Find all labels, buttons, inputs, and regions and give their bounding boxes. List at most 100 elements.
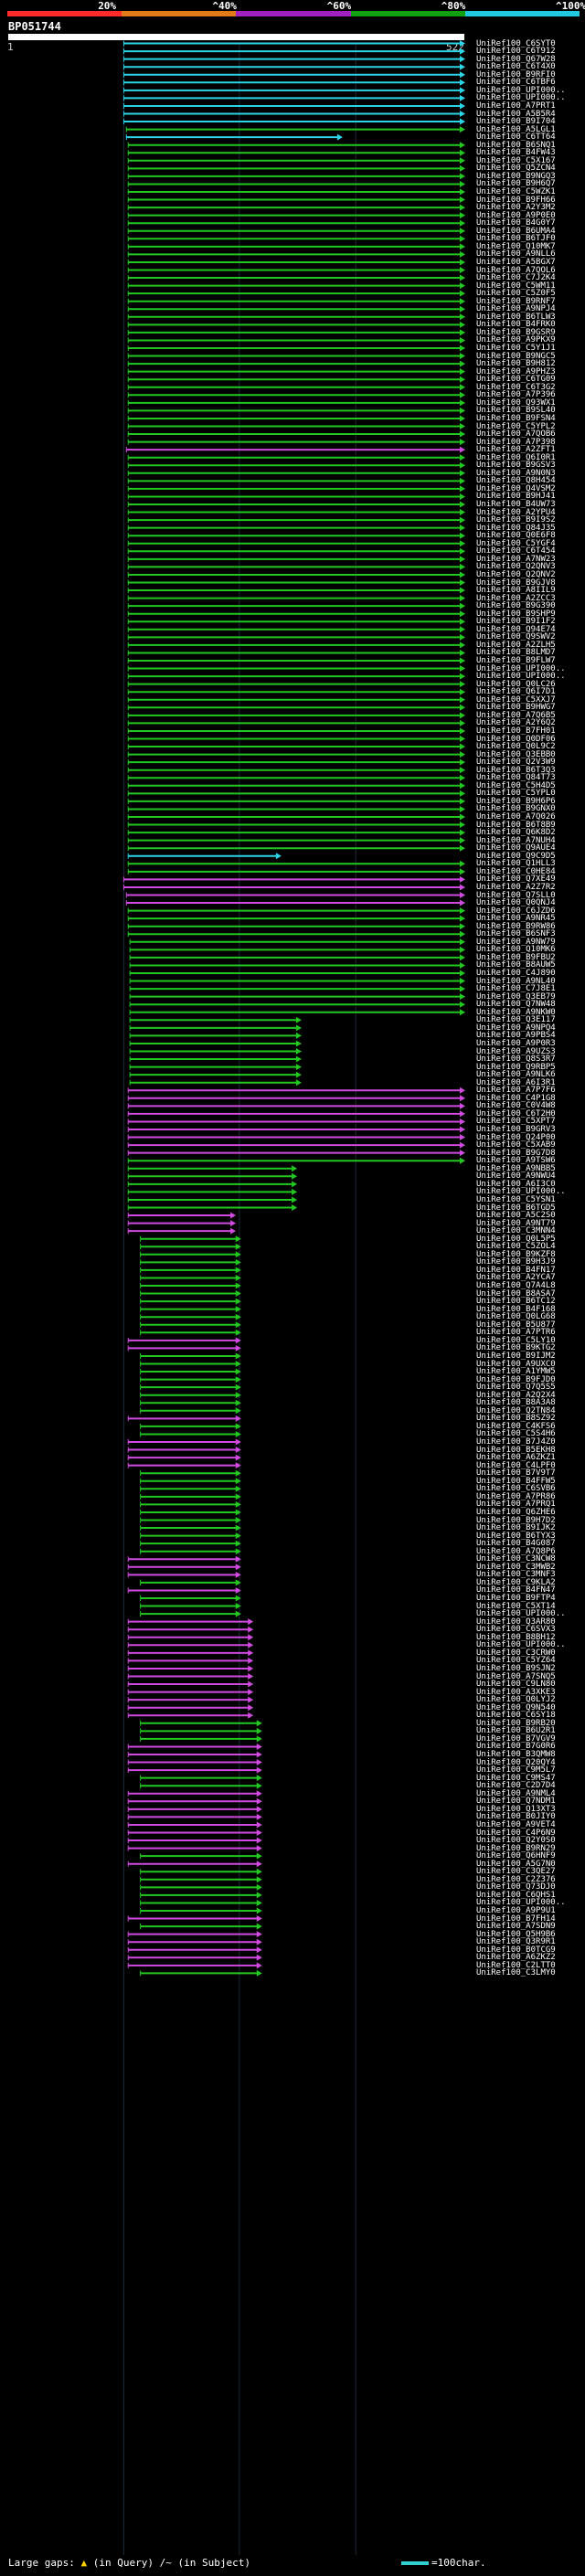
hit-label[interactable]: UniRef100_C3QE27 — [476, 1867, 556, 1877]
hit-label[interactable]: UniRef100_B8A3A8 — [476, 1398, 556, 1408]
hit-alignment[interactable] — [127, 736, 465, 742]
hit-label[interactable]: UniRef100_Q10MK7 — [476, 241, 556, 251]
hit-alignment[interactable] — [122, 79, 465, 86]
hit-alignment[interactable] — [127, 399, 465, 407]
hit-label[interactable]: UniRef100_A2Y3M2 — [476, 203, 556, 213]
hit-alignment[interactable] — [127, 384, 465, 391]
hit-alignment[interactable] — [127, 595, 465, 602]
hit-label[interactable]: UniRef100_B4FN17 — [476, 1265, 556, 1275]
hit-alignment[interactable] — [140, 1235, 241, 1243]
hit-alignment[interactable] — [127, 822, 465, 829]
hit-label[interactable]: UniRef100_A9NPJ4 — [476, 304, 556, 314]
hit-alignment[interactable] — [127, 1813, 262, 1820]
hit-label[interactable]: UniRef100_A2Y6Q2 — [476, 718, 556, 728]
hit-label[interactable]: UniRef100_B6SNQ1 — [476, 140, 556, 150]
hit-label[interactable]: UniRef100_Q7XE49 — [476, 875, 556, 885]
hit-label[interactable]: UniRef100_A9NW79 — [476, 937, 556, 947]
hit-label[interactable]: UniRef100_B7VGV9 — [476, 1733, 556, 1744]
hit-alignment[interactable] — [125, 899, 465, 906]
hit-label[interactable]: UniRef100_Q93WX1 — [476, 398, 556, 408]
hit-label[interactable]: UniRef100_A7QOL6 — [476, 265, 556, 275]
hit-alignment[interactable] — [129, 1048, 302, 1055]
hit-label[interactable]: UniRef100_Q6K8D2 — [476, 828, 556, 838]
hit-label[interactable]: UniRef100_A8IIL9 — [476, 586, 556, 596]
hit-alignment[interactable] — [127, 142, 465, 149]
hit-label[interactable]: UniRef100_C6SVX3 — [476, 1625, 556, 1635]
hit-alignment[interactable] — [127, 712, 465, 719]
hit-alignment[interactable] — [127, 923, 465, 930]
hit-alignment[interactable] — [127, 1657, 254, 1664]
hit-label[interactable]: UniRef100_Q24P00 — [476, 1132, 556, 1142]
hit-label[interactable]: UniRef100_B6T8B9 — [476, 820, 556, 830]
hit-label[interactable]: UniRef100_B9RNF7 — [476, 296, 556, 306]
hit-alignment[interactable] — [140, 1500, 241, 1508]
hit-alignment[interactable] — [140, 1368, 241, 1375]
hit-label[interactable]: UniRef100_B8ASA7 — [476, 1288, 556, 1299]
hit-label[interactable]: UniRef100_A9NLL6 — [476, 249, 556, 260]
hit-alignment[interactable] — [127, 149, 465, 156]
hit-label[interactable]: UniRef100_B9KZF8 — [476, 1249, 556, 1259]
hit-label[interactable]: UniRef100_A7PRQ1 — [476, 1500, 556, 1510]
hit-label[interactable]: UniRef100_B6UMA4 — [476, 226, 556, 236]
hit-alignment[interactable] — [127, 649, 465, 656]
hit-alignment[interactable] — [140, 1524, 241, 1532]
hit-label[interactable]: UniRef100_Q84T73 — [476, 773, 556, 783]
hit-alignment[interactable] — [140, 1313, 241, 1320]
hit-label[interactable]: UniRef100_Q2QNV3 — [476, 562, 556, 572]
hit-label[interactable]: UniRef100_C4LPF0 — [476, 1460, 556, 1470]
hit-label[interactable]: UniRef100_B7G0R6 — [476, 1742, 556, 1752]
hit-label[interactable]: UniRef100_Q0E6F8 — [476, 531, 556, 541]
hit-label[interactable]: UniRef100_B5U877 — [476, 1320, 556, 1330]
hit-alignment[interactable] — [127, 1634, 254, 1641]
hit-alignment[interactable] — [127, 1938, 262, 1945]
hit-label[interactable]: UniRef100_A2YPU4 — [476, 507, 556, 517]
hit-label[interactable]: UniRef100_B9G7D8 — [476, 1148, 556, 1158]
hit-alignment[interactable] — [140, 1876, 262, 1883]
hit-label[interactable]: UniRef100_A9PBS4 — [476, 1031, 556, 1041]
hit-alignment[interactable] — [127, 415, 465, 422]
hit-alignment[interactable] — [127, 813, 465, 821]
hit-label[interactable]: UniRef100_B9H3J9 — [476, 1257, 556, 1267]
hit-alignment[interactable] — [127, 633, 465, 641]
hit-label[interactable]: UniRef100_A7NW23 — [476, 554, 556, 564]
hit-label[interactable]: UniRef100_C6SVB6 — [476, 1484, 556, 1494]
hit-label[interactable]: UniRef100_B6TLW3 — [476, 312, 556, 322]
hit-label[interactable]: UniRef100_B9H7D2 — [476, 1515, 556, 1525]
hit-alignment[interactable] — [140, 1782, 262, 1789]
hit-alignment[interactable] — [127, 853, 282, 860]
hit-alignment[interactable] — [129, 1032, 302, 1039]
hit-label[interactable]: UniRef100_C5YPL0 — [476, 789, 556, 799]
hit-label[interactable]: UniRef100_B6U2R1 — [476, 1726, 556, 1736]
hit-alignment[interactable] — [129, 938, 465, 946]
hit-label[interactable]: UniRef100_C3NCW8 — [476, 1554, 556, 1564]
hit-alignment[interactable] — [127, 345, 465, 352]
hit-alignment[interactable] — [127, 274, 465, 281]
hit-label[interactable]: UniRef100_B9SJN2 — [476, 1663, 556, 1673]
hit-label[interactable]: UniRef100_A7PRT1 — [476, 101, 556, 111]
hit-alignment[interactable] — [127, 571, 465, 578]
hit-alignment[interactable] — [129, 978, 465, 985]
hit-label[interactable]: UniRef100_B9I9S2 — [476, 515, 556, 525]
hit-label[interactable]: UniRef100_A7Q026 — [476, 812, 556, 822]
hit-alignment[interactable] — [127, 1860, 262, 1868]
hit-label[interactable]: UniRef100_C6JZD6 — [476, 906, 556, 916]
hit-alignment[interactable] — [127, 407, 465, 414]
hit-label[interactable]: UniRef100_B4G0Y7 — [476, 218, 556, 228]
hit-alignment[interactable] — [127, 1962, 262, 1969]
hit-alignment[interactable] — [127, 243, 465, 250]
hit-alignment[interactable] — [122, 63, 465, 70]
hit-label[interactable]: UniRef100_C5H4D5 — [476, 780, 556, 790]
hit-label[interactable]: UniRef100_A2YCA7 — [476, 1273, 556, 1283]
hit-label[interactable]: UniRef100_C9KLA2 — [476, 1577, 556, 1587]
hit-alignment[interactable] — [140, 1329, 241, 1336]
hit-alignment[interactable] — [127, 1704, 254, 1712]
hit-label[interactable]: UniRef100_Q0LG68 — [476, 1312, 556, 1322]
hit-label[interactable]: UniRef100_B7J4Z0 — [476, 1437, 556, 1447]
hit-alignment[interactable] — [127, 250, 465, 258]
hit-alignment[interactable] — [127, 360, 465, 367]
hit-label[interactable]: UniRef100_B5EKH8 — [476, 1445, 556, 1455]
hit-label[interactable]: UniRef100_A9PKX9 — [476, 335, 556, 345]
hit-alignment[interactable] — [127, 1102, 465, 1109]
hit-alignment[interactable] — [127, 516, 465, 524]
hit-label[interactable]: UniRef100_A9TSW6 — [476, 1156, 556, 1166]
